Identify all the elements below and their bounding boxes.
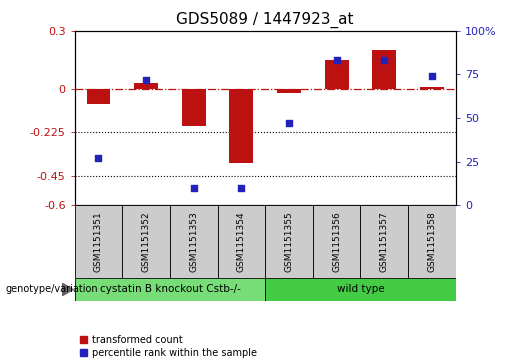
Point — [237, 185, 246, 191]
Bar — [325, 60, 349, 89]
Title: GDS5089 / 1447923_at: GDS5089 / 1447923_at — [177, 12, 354, 28]
Bar — [217, 205, 265, 278]
Point — [285, 120, 293, 126]
Bar — [75, 278, 265, 301]
Text: wild type: wild type — [337, 285, 384, 294]
Text: GSM1151352: GSM1151352 — [142, 211, 150, 272]
Polygon shape — [62, 283, 73, 296]
Bar — [230, 89, 253, 163]
Text: GSM1151351: GSM1151351 — [94, 211, 103, 272]
Bar — [87, 89, 110, 105]
Bar — [408, 205, 456, 278]
Bar — [360, 205, 408, 278]
Legend: transformed count, percentile rank within the sample: transformed count, percentile rank withi… — [79, 335, 257, 358]
Text: GSM1151355: GSM1151355 — [285, 211, 294, 272]
Point — [142, 77, 150, 82]
Bar — [313, 205, 360, 278]
Bar — [134, 83, 158, 89]
Bar — [265, 278, 456, 301]
Bar — [372, 50, 396, 89]
Bar — [420, 87, 444, 89]
Text: GSM1151357: GSM1151357 — [380, 211, 389, 272]
Text: GSM1151353: GSM1151353 — [190, 211, 198, 272]
Bar — [265, 205, 313, 278]
Point — [190, 185, 198, 191]
Bar — [170, 205, 217, 278]
Text: cystatin B knockout Cstb-/-: cystatin B knockout Cstb-/- — [99, 285, 241, 294]
Bar — [75, 205, 123, 278]
Text: genotype/variation: genotype/variation — [5, 285, 98, 294]
Point — [380, 58, 388, 64]
Text: GSM1151354: GSM1151354 — [237, 211, 246, 272]
Text: GSM1151358: GSM1151358 — [427, 211, 436, 272]
Bar — [277, 89, 301, 93]
Bar — [122, 205, 170, 278]
Point — [94, 155, 102, 161]
Point — [428, 73, 436, 79]
Text: GSM1151356: GSM1151356 — [332, 211, 341, 272]
Point — [333, 58, 341, 64]
Bar — [182, 89, 205, 126]
